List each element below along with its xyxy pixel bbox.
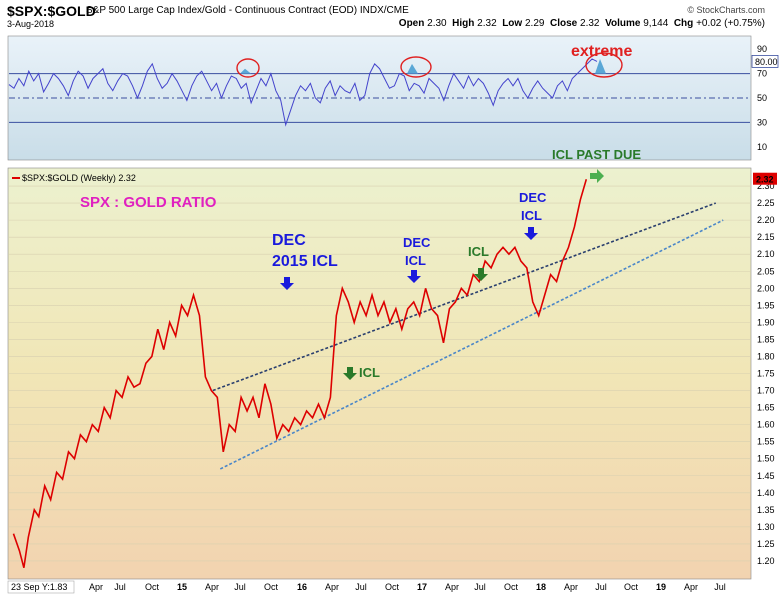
price-tick-1.70: 1.70 <box>757 386 775 396</box>
annotation-dec2017-line2: ICL <box>521 208 542 223</box>
x-tick-17: Jul <box>595 582 607 592</box>
x-tick-1: Jul <box>114 582 126 592</box>
x-tick-18: Oct <box>624 582 639 592</box>
ohlc-readout: Open 2.30 High 2.32 Low 2.29 Close 2.32 … <box>398 18 765 29</box>
symbol-label: $SPX:$GOLD <box>7 3 96 19</box>
arrow-icl-2017 <box>474 268 488 281</box>
arrow-dec2016 <box>407 270 421 283</box>
rsi-tick-70: 70 <box>757 69 767 79</box>
price-tick-1.80: 1.80 <box>757 351 775 361</box>
annotation-dec2016-line1: DEC <box>403 235 431 250</box>
annotation-icl-past-due: ICL PAST DUE <box>552 147 641 162</box>
price-tick-2.10: 2.10 <box>757 249 775 259</box>
rsi-overbought-fill-2 <box>407 63 418 74</box>
symbol-description: S&P 500 Large Cap Index/Gold - Continuou… <box>86 5 409 16</box>
annotation-icl-2017: ICL <box>468 244 489 259</box>
annotation-dec2016-line2: ICL <box>405 253 426 268</box>
x-start-label: 23 Sep Y:1.83 <box>11 582 67 592</box>
annotation-icl-2016: ICL <box>359 365 380 380</box>
lower-channel-line <box>219 219 724 470</box>
rsi-overbought-fill-3 <box>595 58 606 74</box>
rsi-tick-50: 50 <box>757 93 767 103</box>
price-last-value-box <box>753 172 777 185</box>
price-tick-1.75: 1.75 <box>757 369 775 379</box>
annotation-extreme: extreme <box>571 43 632 60</box>
arrow-dec2017 <box>524 227 538 240</box>
rsi-extreme-circle-2 <box>400 56 432 78</box>
upper-channel-line <box>212 202 717 392</box>
x-tick-21: Jul <box>714 582 726 592</box>
arrow-icl-past-due <box>590 169 604 183</box>
price-tick-1.25: 1.25 <box>757 539 775 549</box>
price-line <box>12 179 588 568</box>
x-tick-4: Apr <box>205 582 219 592</box>
rsi-last-value-box <box>751 55 779 68</box>
x-tick-16: Apr <box>564 582 578 592</box>
x-tick-9: Jul <box>355 582 367 592</box>
x-tick-13: Jul <box>474 582 486 592</box>
price-tick-1.30: 1.30 <box>757 522 775 532</box>
price-tick-1.20: 1.20 <box>757 556 775 566</box>
x-tick-6: Oct <box>264 582 279 592</box>
price-last-value-label: 2.32 <box>756 175 774 185</box>
price-tick-1.65: 1.65 <box>757 403 775 413</box>
rsi-line <box>8 58 598 127</box>
x-tick-19: 19 <box>656 582 666 592</box>
rsi-overbought-fill-1 <box>240 68 251 74</box>
price-tick-1.90: 1.90 <box>757 317 775 327</box>
x-tick-10: Oct <box>385 582 400 592</box>
rsi-tick-90: 90 <box>757 44 767 54</box>
annotation-title: SPX : GOLD RATIO <box>80 194 217 211</box>
price-tick-1.50: 1.50 <box>757 454 775 464</box>
chart-date: 3-Aug-2018 <box>7 19 55 29</box>
price-tick-2.25: 2.25 <box>757 198 775 208</box>
arrow-icl-2016 <box>343 367 357 380</box>
price-tick-1.95: 1.95 <box>757 300 775 310</box>
legend-label: $SPX:$GOLD (Weekly) 2.32 <box>22 173 136 183</box>
x-tick-2: Oct <box>145 582 160 592</box>
rsi-tick-30: 30 <box>757 117 767 127</box>
price-tick-2.30: 2.30 <box>757 181 775 191</box>
x-tick-20: Apr <box>684 582 698 592</box>
price-tick-1.60: 1.60 <box>757 420 775 430</box>
x-tick-11: 17 <box>417 582 427 592</box>
price-tick-2.00: 2.00 <box>757 283 775 293</box>
x-tick-0: Apr <box>89 582 103 592</box>
rsi-tick-10: 10 <box>757 142 767 152</box>
rsi-last-value-label: 80.00 <box>755 57 778 67</box>
x-tick-12: Apr <box>445 582 459 592</box>
price-tick-1.45: 1.45 <box>757 471 775 481</box>
x-tick-3: 15 <box>177 582 187 592</box>
rsi-extreme-circle-1 <box>236 58 260 78</box>
price-tick-1.85: 1.85 <box>757 334 775 344</box>
annotation-dec2015-line1: DEC <box>272 232 306 249</box>
arrow-dec2015 <box>280 277 294 290</box>
price-tick-2.15: 2.15 <box>757 232 775 242</box>
x-tick-14: Oct <box>504 582 519 592</box>
x-tick-5: Jul <box>234 582 246 592</box>
price-tick-2.20: 2.20 <box>757 215 775 225</box>
chart-header: $SPX:$GOLD S&P 500 Large Cap Index/Gold … <box>0 0 779 30</box>
price-tick-1.55: 1.55 <box>757 437 775 447</box>
annotation-dec2015-line2: 2015 ICL <box>272 253 338 270</box>
x-tick-15: 18 <box>536 582 546 592</box>
x-tick-7: 16 <box>297 582 307 592</box>
rsi-extreme-circle-3 <box>585 52 623 78</box>
x-tick-8: Apr <box>325 582 339 592</box>
price-tick-2.05: 2.05 <box>757 266 775 276</box>
x-start-box <box>7 580 75 594</box>
annotation-dec2017-line1: DEC <box>519 190 547 205</box>
source-label: © StockCharts.com <box>687 5 765 15</box>
price-tick-1.35: 1.35 <box>757 505 775 515</box>
price-tick-1.40: 1.40 <box>757 488 775 498</box>
